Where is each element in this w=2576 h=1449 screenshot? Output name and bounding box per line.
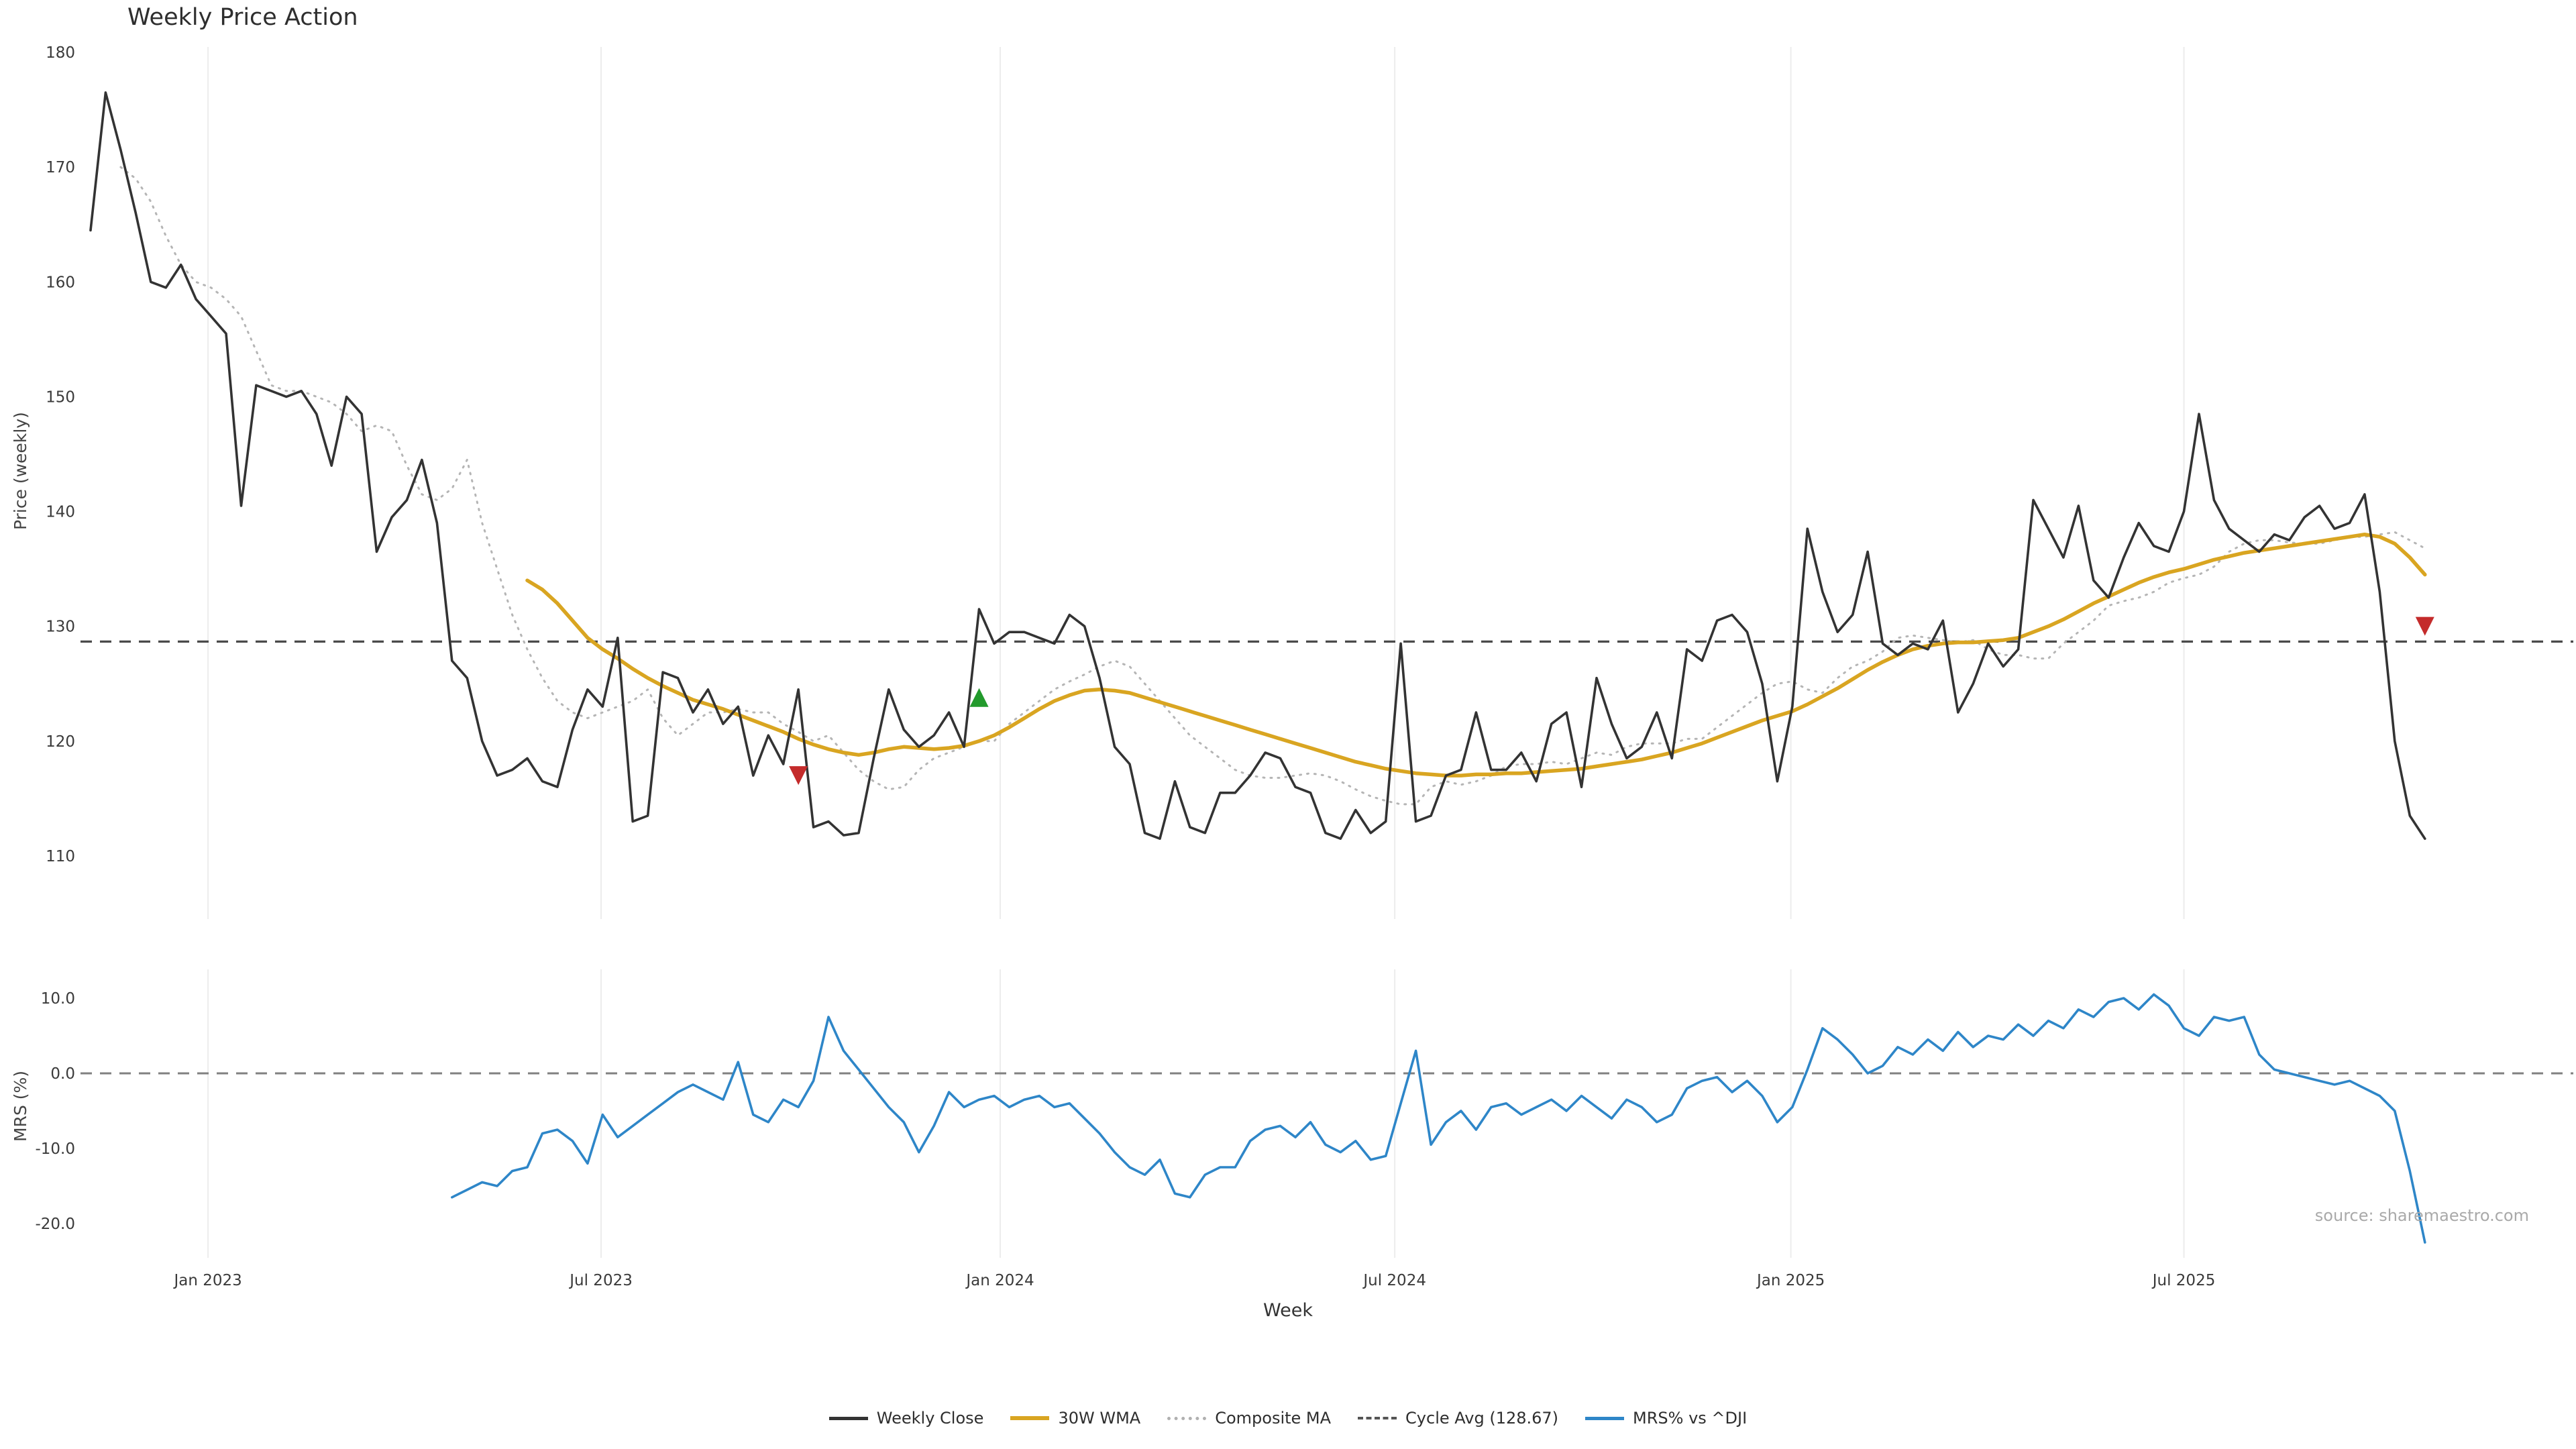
composite-ma-line-swatch bbox=[1167, 1416, 1207, 1420]
x-tick-label: Jul 2024 bbox=[1362, 1272, 1426, 1289]
price-y-tick-label: 140 bbox=[46, 504, 75, 521]
sell-signal-marker bbox=[2415, 616, 2434, 636]
legend-label-composite-ma: Composite MA bbox=[1215, 1409, 1332, 1428]
weekly-close-line-swatch bbox=[828, 1416, 868, 1420]
price-y-tick-label: 160 bbox=[46, 274, 75, 291]
wma-line-swatch bbox=[1010, 1416, 1050, 1420]
cycle-avg-line-swatch bbox=[1358, 1417, 1397, 1419]
legend-label-weekly-close: Weekly Close bbox=[876, 1409, 984, 1428]
legend-label-cycle-avg: Cycle Avg (128.67) bbox=[1405, 1409, 1559, 1428]
x-tick-label: Jul 2025 bbox=[2151, 1272, 2216, 1289]
mrs-line-swatch bbox=[1585, 1416, 1625, 1420]
chart-title: Weekly Price Action bbox=[127, 4, 358, 31]
x-tick-label: Jan 2024 bbox=[965, 1272, 1034, 1289]
legend: Weekly Close 30W WMA Composite MA Cycle … bbox=[0, 1409, 2576, 1428]
composite-ma-line bbox=[119, 166, 2426, 806]
mrs-y-tick-label: -20.0 bbox=[35, 1216, 75, 1233]
price-y-tick-label: 130 bbox=[46, 619, 75, 636]
legend-item-weekly-close: Weekly Close bbox=[828, 1409, 984, 1428]
mrs-y-tick-label: 0.0 bbox=[50, 1065, 75, 1083]
legend-item-composite-ma: Composite MA bbox=[1167, 1409, 1331, 1428]
price-y-tick-label: 170 bbox=[46, 159, 75, 176]
legend-item-mrs: MRS% vs ^DJI bbox=[1585, 1409, 1747, 1428]
price-y-tick-label: 180 bbox=[46, 44, 75, 62]
buy-signal-marker bbox=[969, 688, 989, 707]
source-watermark: source: sharemaestro.com bbox=[2314, 1206, 2529, 1225]
mrs-y-tick-label: -10.0 bbox=[35, 1140, 75, 1158]
price-y-tick-label: 110 bbox=[46, 848, 75, 865]
weekly-close-line bbox=[89, 91, 2426, 840]
price-y-tick-label: 120 bbox=[46, 733, 75, 751]
mrs-line bbox=[450, 993, 2426, 1244]
mrs-y-tick-label: 10.0 bbox=[41, 990, 75, 1008]
x-tick-label: Jul 2023 bbox=[568, 1272, 633, 1289]
legend-label-30w-wma: 30W WMA bbox=[1058, 1409, 1141, 1428]
legend-item-30w-wma: 30W WMA bbox=[1010, 1409, 1140, 1428]
sell-signal-marker bbox=[789, 766, 808, 786]
price-y-tick-label: 150 bbox=[46, 388, 75, 406]
x-tick-label: Jan 2025 bbox=[1756, 1272, 1825, 1289]
x-axis-label: Week bbox=[1263, 1300, 1313, 1321]
legend-label-mrs: MRS% vs ^DJI bbox=[1633, 1409, 1748, 1428]
legend-item-cycle-avg: Cycle Avg (128.67) bbox=[1358, 1409, 1558, 1428]
x-tick-label: Jan 2023 bbox=[172, 1272, 241, 1289]
